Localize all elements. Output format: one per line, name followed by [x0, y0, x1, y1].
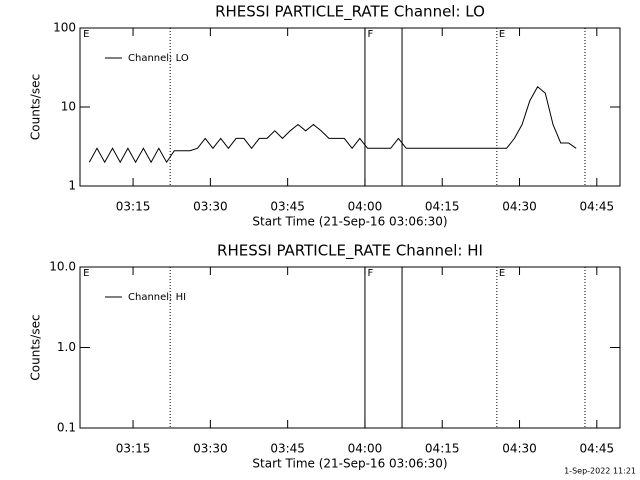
x-tick-label: 04:30 — [502, 442, 537, 456]
y-tick-label: 10 — [61, 100, 76, 114]
annotation: F — [368, 268, 374, 279]
x-tick-label: 04:45 — [580, 442, 615, 456]
x-tick-label: 03:45 — [270, 442, 305, 456]
annotation: F — [368, 29, 374, 40]
x-tick-label: 04:30 — [502, 200, 537, 214]
x-axis-label: Start Time (21-Sep-16 03:06:30) — [252, 457, 447, 471]
footer: 1-Sep-2022 11:21 — [564, 467, 636, 476]
legend-label: Channel: HI — [128, 292, 186, 303]
x-tick-label: 04:15 — [425, 200, 460, 214]
legend-label: Channel: LO — [128, 53, 189, 64]
y-tick-label: 10.0 — [49, 260, 76, 274]
annotation: E — [83, 268, 89, 279]
x-tick-label: 04:45 — [580, 200, 615, 214]
x-tick-label: 04:00 — [348, 200, 383, 214]
x-tick-label: 03:15 — [116, 200, 151, 214]
x-tick-label: 03:45 — [270, 200, 305, 214]
annotation: E — [499, 29, 505, 40]
data-line — [88, 86, 577, 164]
chart-title: RHESSI PARTICLE_RATE Channel: LO — [215, 3, 485, 22]
x-tick-label: 03:30 — [193, 442, 228, 456]
annotation: E — [83, 29, 89, 40]
y-axis-label: Counts/sec — [29, 74, 43, 140]
y-axis-label: Counts/sec — [29, 314, 43, 380]
x-tick-label: 04:15 — [425, 442, 460, 456]
x-axis-label: Start Time (21-Sep-16 03:06:30) — [252, 215, 447, 229]
y-tick-label: 1 — [68, 179, 76, 193]
chart-title: RHESSI PARTICLE_RATE Channel: HI — [217, 242, 483, 261]
y-tick-label: 1.0 — [57, 340, 76, 354]
y-tick-label: 100 — [53, 21, 76, 35]
x-tick-label: 03:15 — [116, 442, 151, 456]
annotation: E — [499, 268, 505, 279]
x-tick-label: 03:30 — [193, 200, 228, 214]
x-tick-label: 04:00 — [348, 442, 383, 456]
y-tick-label: 0.1 — [57, 421, 76, 435]
